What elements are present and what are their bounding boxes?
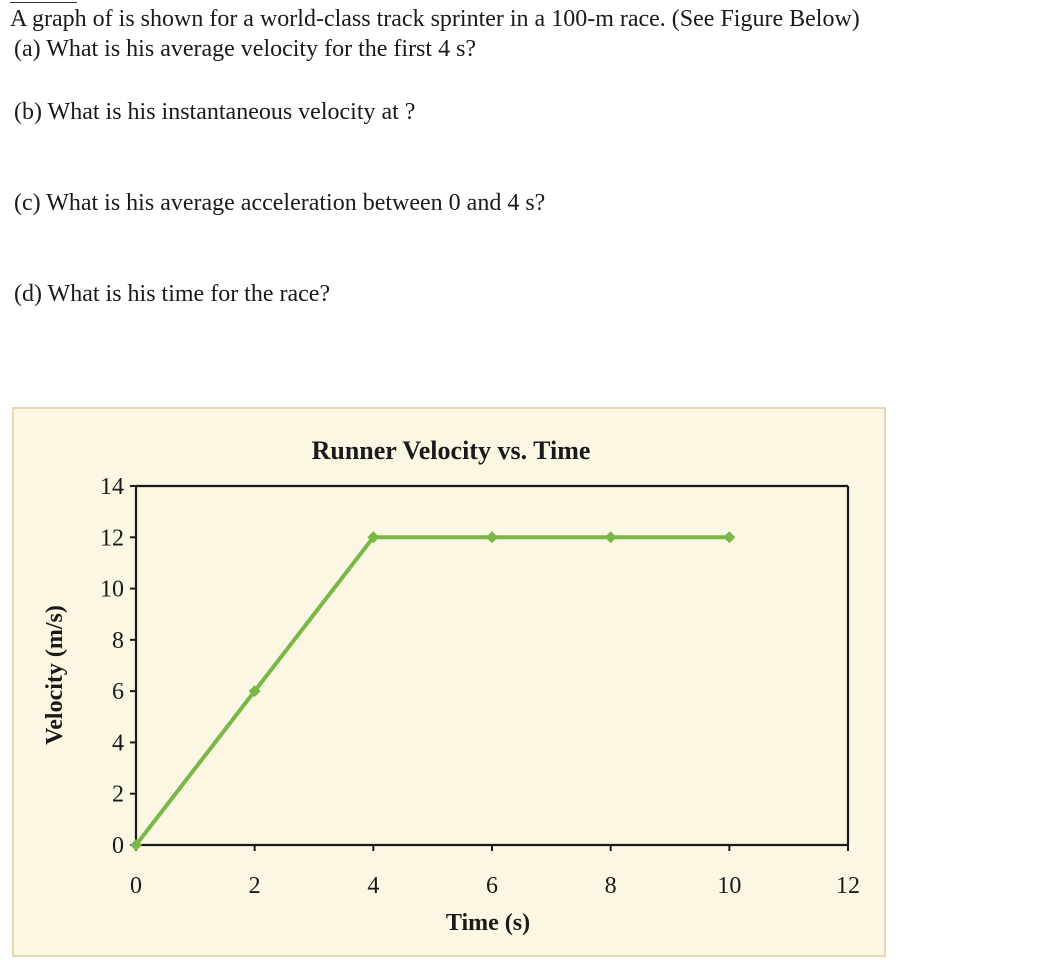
question-intro: A graph of is shown for a world-class tr… [10,6,860,32]
data-point-0-5 [723,531,736,544]
x-tick-label-4: 4 [367,873,379,899]
data-point-0-0 [130,839,142,851]
y-tick-label-0: 0 [112,833,124,859]
x-tick-label-12: 12 [836,873,860,899]
data-point-0-2 [367,531,380,544]
velocity-chart: Runner Velocity vs. Time 0 2 4 6 8 10 12 14 0 2 4 6… [42,436,860,936]
y-tick-label-2: 2 [112,782,124,808]
x-axis-title: Time (s) [446,910,530,936]
x-tick-label-0: 0 [130,873,142,899]
chart-title: Runner Velocity vs. Time [312,436,591,465]
y-tick-label-14: 14 [100,474,124,500]
question-part-a: (a) What is his average velocity for the… [14,36,477,62]
x-tick-label-6: 6 [486,873,498,899]
chart-figure: Runner Velocity vs. Time 0 2 4 6 8 10 12 14 0 2 4 6… [12,407,886,957]
series-layer [130,531,736,851]
x-tick-label-2: 2 [249,873,261,899]
y-axis-title: Velocity (m/s) [42,605,68,745]
y-tick-label-8: 8 [112,628,124,654]
data-point-0-1 [248,685,261,698]
question-part-c: (c) What is his average acceleration bet… [14,190,546,216]
y-tick-label-6: 6 [112,679,124,705]
data-point-0-4 [604,531,617,544]
data-point-0-3 [486,531,498,544]
overline-mark [10,2,77,3]
y-tick-label-10: 10 [100,577,124,603]
question-part-d: (d) What is his time for the race? [14,281,331,307]
x-tick-label-8: 8 [605,873,617,899]
question-part-b: (b) What is his instantaneous velocity a… [14,99,416,125]
axes-layer: 0 2 4 6 8 10 12 14 0 2 4 6 8 10 12 [100,474,860,899]
y-tick-label-4: 4 [112,730,124,756]
x-tick-label-10: 10 [717,873,741,899]
y-tick-label-12: 12 [100,525,124,551]
series-line-0 [134,535,732,847]
